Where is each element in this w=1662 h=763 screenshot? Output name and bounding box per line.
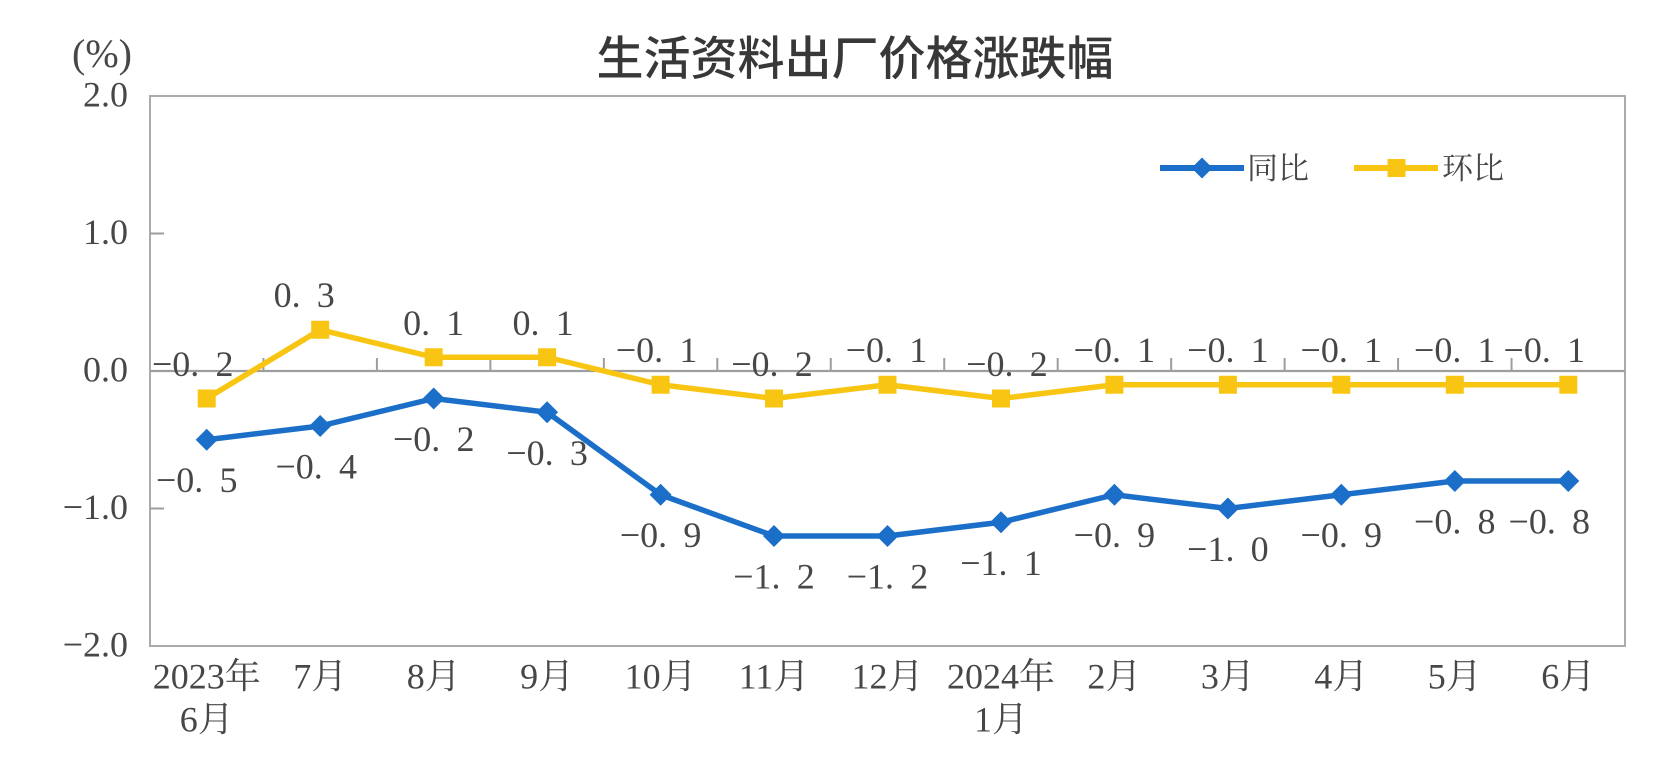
svg-text:−0. 8: −0. 8: [1414, 502, 1496, 542]
svg-text:2024年: 2024年: [947, 657, 1055, 697]
svg-text:3月: 3月: [1201, 657, 1255, 697]
svg-text:9月: 9月: [520, 657, 574, 697]
svg-text:0. 3: 0. 3: [274, 275, 335, 315]
svg-text:(%): (%): [72, 31, 132, 76]
svg-text:环比: 环比: [1442, 151, 1504, 186]
svg-text:−0. 1: −0. 1: [1414, 330, 1496, 370]
svg-text:1.0: 1.0: [83, 212, 128, 252]
svg-text:生活资料出厂价格涨跌幅: 生活资料出厂价格涨跌幅: [597, 20, 1114, 89]
svg-text:−0. 2: −0. 2: [152, 344, 234, 384]
svg-text:0. 1: 0. 1: [512, 303, 573, 343]
svg-text:−1. 2: −1. 2: [847, 557, 929, 597]
svg-text:−0. 9: −0. 9: [620, 515, 702, 555]
svg-text:−1. 0: −1. 0: [1187, 529, 1269, 569]
svg-text:−0. 1: −0. 1: [616, 330, 698, 370]
svg-text:−0. 2: −0. 2: [393, 419, 475, 459]
svg-text:−1.0: −1.0: [63, 487, 128, 527]
svg-text:同比: 同比: [1247, 151, 1309, 186]
svg-text:0.0: 0.0: [83, 350, 128, 390]
svg-text:1月: 1月: [974, 700, 1028, 740]
svg-text:−0. 1: −0. 1: [1504, 330, 1586, 370]
svg-text:7月: 7月: [293, 657, 347, 697]
svg-text:6月: 6月: [180, 700, 234, 740]
svg-text:6月: 6月: [1541, 657, 1595, 697]
svg-text:2.0: 2.0: [83, 75, 128, 115]
svg-text:−0. 2: −0. 2: [731, 344, 813, 384]
svg-text:−0. 8: −0. 8: [1509, 502, 1591, 542]
svg-text:−0. 1: −0. 1: [846, 330, 928, 370]
svg-text:−0. 1: −0. 1: [1187, 330, 1269, 370]
svg-text:−1. 2: −1. 2: [733, 557, 815, 597]
svg-text:−0. 1: −0. 1: [1301, 330, 1383, 370]
svg-text:−0. 5: −0. 5: [156, 460, 238, 500]
svg-text:−0. 1: −0. 1: [1074, 330, 1156, 370]
svg-text:12月: 12月: [851, 657, 923, 697]
svg-text:4月: 4月: [1314, 657, 1368, 697]
svg-text:−0. 9: −0. 9: [1301, 515, 1383, 555]
svg-text:11月: 11月: [739, 657, 810, 697]
svg-text:−0. 2: −0. 2: [966, 344, 1048, 384]
svg-text:10月: 10月: [625, 657, 697, 697]
svg-text:0. 1: 0. 1: [403, 303, 464, 343]
svg-text:5月: 5月: [1428, 657, 1482, 697]
svg-text:−0. 9: −0. 9: [1074, 515, 1156, 555]
svg-text:2月: 2月: [1087, 657, 1141, 697]
svg-text:−0. 4: −0. 4: [275, 447, 357, 487]
svg-text:−2.0: −2.0: [63, 625, 128, 665]
svg-text:8月: 8月: [407, 657, 461, 697]
svg-text:2023年: 2023年: [153, 657, 261, 697]
svg-text:−0. 3: −0. 3: [506, 433, 588, 473]
svg-text:−1. 1: −1. 1: [960, 543, 1042, 583]
